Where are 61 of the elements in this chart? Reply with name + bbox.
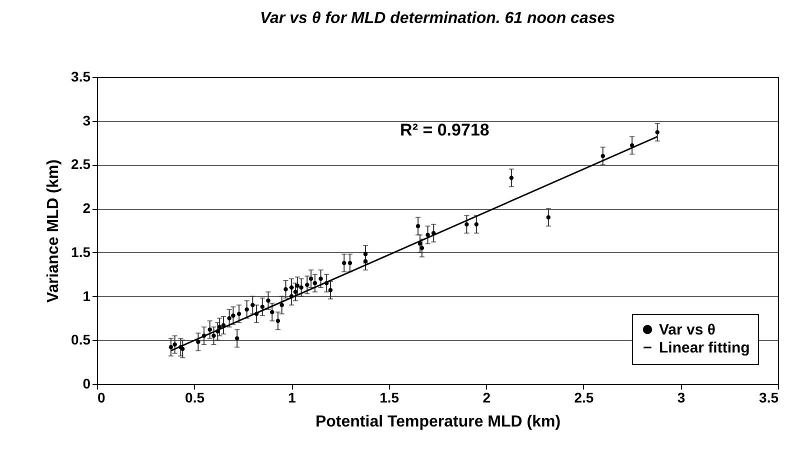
point: [236, 312, 242, 316]
legend-label: Linear fitting: [659, 340, 750, 356]
x-tick-label: 1.5: [380, 390, 400, 406]
point: [260, 304, 265, 309]
x-tick-label: 1: [288, 390, 296, 406]
point: [234, 336, 240, 341]
y-axis-title: Variance MLD (km): [45, 159, 62, 303]
chart-title: Var vs θ for MLD determination. 61 noon cases: [260, 10, 616, 27]
point: [418, 242, 422, 246]
y-tick-label: 0.5: [71, 332, 91, 348]
y-tick-label: 1.5: [71, 244, 91, 260]
point: [212, 334, 216, 338]
point: [208, 328, 212, 332]
y-tick-label: 3: [82, 112, 91, 128]
point: [305, 282, 310, 287]
point: [328, 288, 333, 292]
point: [420, 246, 424, 250]
point: [464, 222, 469, 226]
y-tick-label: 3.5: [71, 68, 91, 84]
point: [600, 154, 606, 158]
x-tick-label: 0: [98, 390, 106, 406]
point: [293, 290, 298, 294]
point: [308, 276, 314, 281]
point: [244, 307, 249, 312]
point: [299, 285, 304, 290]
annotation: R² = 0.9718: [400, 120, 490, 140]
point: [280, 302, 284, 308]
point: [318, 276, 323, 281]
point: [363, 252, 368, 256]
point: [231, 313, 236, 318]
point: [284, 287, 288, 292]
point: [348, 260, 352, 266]
point: [509, 176, 514, 180]
point: [655, 130, 660, 134]
point: [196, 340, 200, 344]
y-tick-label: 0: [82, 376, 91, 392]
point: [276, 318, 280, 323]
point: [295, 284, 300, 288]
y-tick-label: 1: [82, 288, 91, 304]
point: [426, 232, 430, 238]
point: [172, 342, 177, 347]
x-tick-label: 3.5: [759, 390, 779, 406]
point: [250, 302, 255, 308]
x-tick-label: 0.5: [185, 390, 205, 406]
legend-label: Var vs θ: [659, 322, 716, 338]
x-tick-label: 2: [482, 390, 491, 406]
point: [168, 345, 174, 350]
x-tick-label: 2.5: [574, 390, 594, 406]
point: [416, 224, 420, 228]
point: [363, 259, 368, 264]
point: [270, 310, 274, 314]
point: [266, 298, 270, 303]
point: [342, 260, 346, 266]
point: [474, 222, 479, 226]
point: [227, 316, 232, 320]
point: [546, 215, 551, 220]
x-axis-title: Potential Temperature MLD (km): [315, 414, 561, 430]
point: [312, 281, 318, 286]
y-tick-label: 2: [82, 200, 91, 216]
y-tick-label: 2.5: [71, 156, 91, 172]
x-tick-label: 3: [677, 390, 686, 406]
